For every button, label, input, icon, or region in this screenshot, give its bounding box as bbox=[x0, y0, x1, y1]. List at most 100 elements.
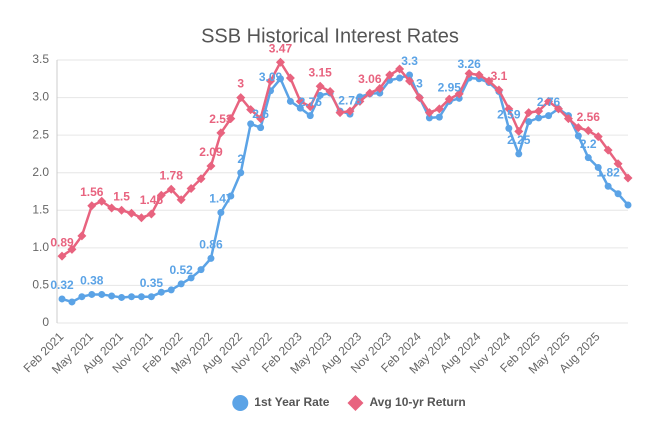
point bbox=[545, 112, 553, 120]
point bbox=[594, 163, 602, 171]
chart-title: SSB Historical Interest Rates bbox=[201, 25, 459, 47]
y-tick-label: 0 bbox=[42, 315, 49, 329]
point bbox=[118, 293, 126, 301]
point bbox=[623, 173, 633, 183]
point bbox=[365, 88, 375, 98]
data-label: 1.82 bbox=[596, 165, 620, 179]
point bbox=[613, 159, 623, 169]
point bbox=[584, 154, 592, 162]
point bbox=[414, 93, 424, 103]
legend-label: 1st Year Rate bbox=[254, 395, 329, 409]
point bbox=[405, 76, 415, 86]
point bbox=[434, 104, 444, 114]
point bbox=[534, 106, 544, 116]
point bbox=[226, 114, 236, 124]
y-tick-label: 2.5 bbox=[32, 127, 49, 141]
data-label: 2.76 bbox=[537, 95, 561, 109]
y-tick-label: 3.5 bbox=[32, 52, 49, 66]
point bbox=[247, 120, 255, 128]
data-label: 1.78 bbox=[160, 168, 184, 182]
point bbox=[573, 123, 583, 133]
point bbox=[87, 201, 97, 211]
point bbox=[227, 192, 235, 200]
point bbox=[286, 97, 294, 105]
point bbox=[435, 113, 443, 121]
point bbox=[217, 209, 225, 217]
legend: 1st Year Rate Avg 10-yr Return bbox=[232, 395, 466, 411]
point bbox=[88, 290, 96, 298]
point bbox=[167, 286, 175, 294]
point bbox=[335, 108, 345, 118]
data-label: 0.32 bbox=[50, 278, 74, 292]
data-label: 3.15 bbox=[308, 65, 332, 79]
point bbox=[524, 108, 534, 118]
point bbox=[246, 105, 256, 115]
data-label: 3 bbox=[237, 77, 244, 91]
point bbox=[275, 57, 285, 67]
data-label: 2.76 bbox=[299, 95, 323, 109]
data-label: 2.2 bbox=[580, 137, 597, 151]
point bbox=[78, 293, 86, 301]
point bbox=[187, 274, 195, 282]
point bbox=[68, 298, 76, 306]
data-label: 2.56 bbox=[577, 110, 601, 124]
point bbox=[207, 254, 215, 262]
point bbox=[593, 132, 603, 142]
point bbox=[583, 126, 593, 136]
point bbox=[474, 70, 484, 80]
legend-marker bbox=[347, 395, 364, 411]
data-label: 3.09 bbox=[259, 70, 283, 84]
point bbox=[127, 208, 137, 218]
point bbox=[305, 102, 315, 112]
point bbox=[107, 203, 117, 213]
point bbox=[216, 128, 226, 138]
point bbox=[266, 76, 276, 86]
point bbox=[256, 114, 266, 124]
point bbox=[176, 195, 186, 205]
point bbox=[395, 64, 405, 74]
data-label: 2.6 bbox=[252, 107, 269, 121]
point bbox=[385, 70, 395, 80]
data-label: 0.38 bbox=[80, 274, 104, 288]
point bbox=[128, 293, 136, 301]
point bbox=[514, 126, 524, 136]
data-label: 2.53 bbox=[209, 112, 233, 126]
point bbox=[97, 196, 107, 206]
data-label: 2.59 bbox=[497, 108, 521, 122]
legend-label: Avg 10-yr Return bbox=[369, 395, 465, 409]
point bbox=[236, 93, 246, 103]
point bbox=[57, 251, 67, 261]
point bbox=[444, 94, 454, 104]
y-tick-label: 0.5 bbox=[32, 278, 49, 292]
point bbox=[196, 174, 206, 184]
point bbox=[504, 104, 514, 114]
point bbox=[156, 190, 166, 200]
point bbox=[454, 89, 464, 99]
data-label: 3.06 bbox=[358, 72, 382, 86]
data-label: 0.52 bbox=[169, 263, 193, 277]
data-label: 1.45 bbox=[140, 193, 164, 207]
point bbox=[455, 94, 463, 102]
point bbox=[316, 91, 324, 99]
data-label: 2.78 bbox=[338, 93, 362, 107]
data-label: 3.26 bbox=[457, 57, 481, 71]
point bbox=[108, 292, 116, 300]
point bbox=[306, 112, 314, 120]
point bbox=[98, 290, 106, 298]
point bbox=[295, 96, 305, 106]
point bbox=[58, 295, 66, 303]
point bbox=[484, 76, 494, 86]
point bbox=[396, 74, 404, 82]
point bbox=[494, 85, 504, 95]
data-label: 2.25 bbox=[507, 133, 531, 147]
data-label: 1.56 bbox=[80, 185, 104, 199]
point bbox=[157, 288, 165, 296]
point bbox=[505, 124, 513, 132]
point bbox=[604, 182, 612, 190]
data-label: 0.86 bbox=[199, 238, 223, 252]
point bbox=[285, 73, 295, 83]
point bbox=[257, 124, 265, 132]
point bbox=[325, 87, 335, 97]
point bbox=[206, 161, 216, 171]
data-label: 2 bbox=[237, 152, 244, 166]
